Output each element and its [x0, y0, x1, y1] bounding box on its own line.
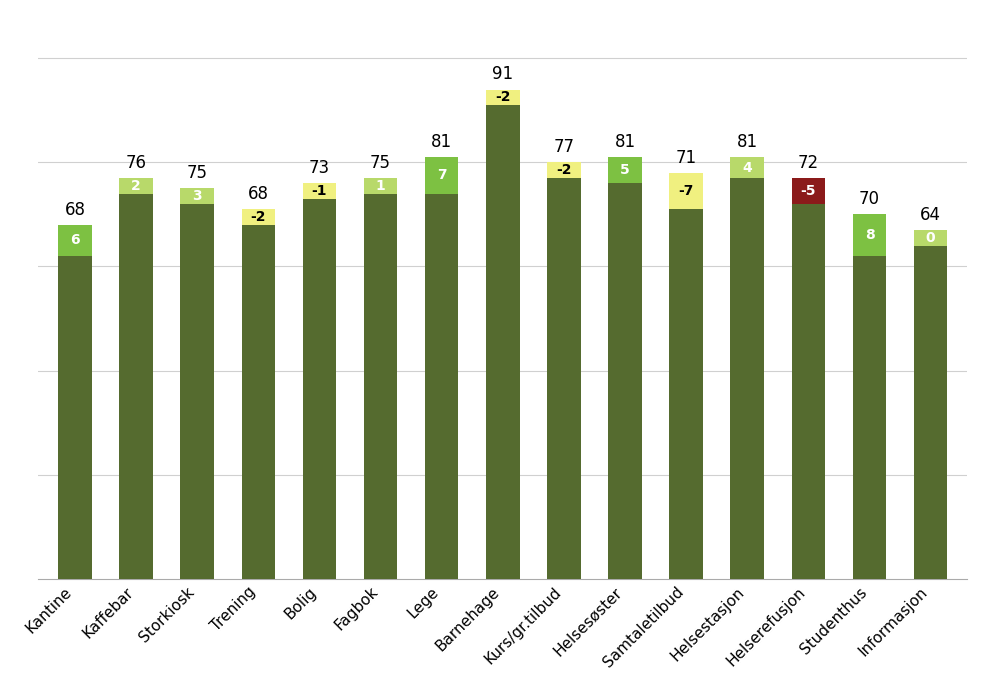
- Text: 77: 77: [553, 138, 575, 156]
- Bar: [669, 173, 703, 210]
- Bar: [303, 199, 337, 578]
- Text: 64: 64: [920, 206, 941, 224]
- Bar: [853, 256, 887, 578]
- Text: -2: -2: [495, 90, 511, 104]
- Bar: [119, 194, 153, 578]
- Text: 71: 71: [676, 148, 697, 166]
- Text: 8: 8: [865, 228, 875, 243]
- Bar: [669, 210, 703, 578]
- Bar: [241, 210, 276, 225]
- Bar: [180, 188, 214, 204]
- Bar: [730, 157, 765, 178]
- Bar: [486, 89, 520, 105]
- Text: 91: 91: [492, 65, 514, 83]
- Text: 3: 3: [193, 189, 202, 203]
- Text: 6: 6: [70, 234, 80, 247]
- Text: 5: 5: [620, 164, 630, 177]
- Bar: [608, 183, 642, 578]
- Bar: [486, 105, 520, 578]
- Bar: [180, 204, 214, 578]
- Bar: [791, 178, 826, 204]
- Text: -2: -2: [556, 164, 572, 177]
- Bar: [364, 178, 398, 194]
- Bar: [547, 178, 581, 578]
- Bar: [608, 157, 642, 183]
- Text: 75: 75: [370, 154, 391, 172]
- Bar: [914, 230, 948, 246]
- Text: 68: 68: [64, 201, 86, 218]
- Text: 7: 7: [437, 168, 447, 182]
- Text: 0: 0: [926, 231, 936, 245]
- Text: 76: 76: [126, 154, 147, 172]
- Bar: [58, 256, 92, 578]
- Text: 1: 1: [376, 179, 386, 193]
- Text: 75: 75: [187, 164, 208, 182]
- Bar: [547, 162, 581, 178]
- Text: 72: 72: [798, 154, 819, 172]
- Text: -1: -1: [312, 184, 328, 198]
- Text: 81: 81: [431, 133, 453, 151]
- Bar: [914, 246, 948, 578]
- Bar: [58, 225, 92, 256]
- Text: 2: 2: [131, 179, 141, 193]
- Text: 4: 4: [742, 161, 752, 174]
- Bar: [853, 214, 887, 256]
- Bar: [119, 178, 153, 194]
- Text: 81: 81: [737, 133, 758, 151]
- Bar: [791, 204, 826, 578]
- Bar: [364, 194, 398, 578]
- Text: 73: 73: [309, 159, 330, 177]
- Text: 70: 70: [859, 190, 880, 208]
- Bar: [730, 178, 765, 578]
- Text: -7: -7: [679, 184, 694, 198]
- Text: 81: 81: [614, 133, 636, 151]
- Bar: [241, 225, 276, 578]
- Bar: [425, 194, 459, 578]
- Text: 68: 68: [248, 185, 269, 203]
- Text: -5: -5: [801, 184, 816, 198]
- Bar: [303, 183, 337, 199]
- Bar: [425, 157, 459, 194]
- Text: -2: -2: [251, 210, 266, 224]
